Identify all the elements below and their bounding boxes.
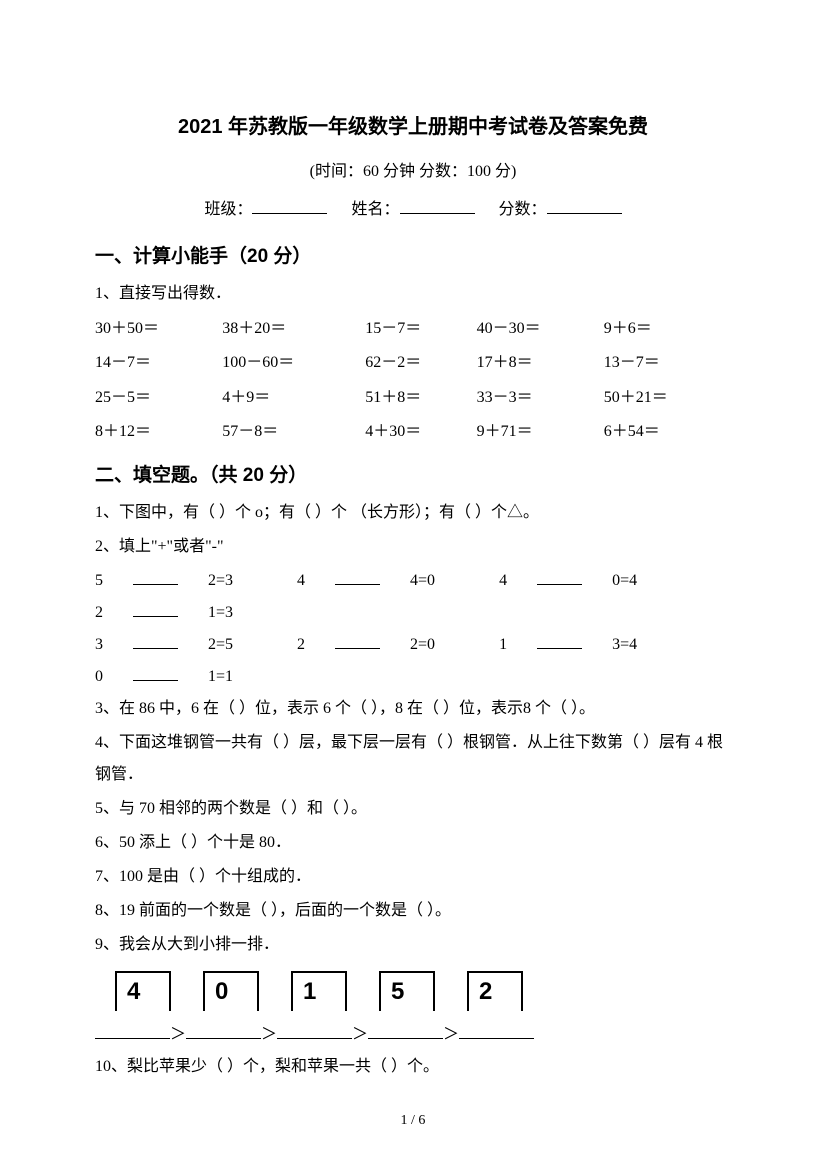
fill-blank[interactable]	[133, 599, 178, 617]
fill-a: 2	[297, 629, 305, 661]
calc-cell: 33－3＝	[477, 381, 604, 415]
compare-blank[interactable]	[459, 1021, 534, 1039]
s2-q9-label: 9、我会从大到小排一排．	[95, 929, 731, 961]
gt-symbol: ＞	[443, 1026, 459, 1043]
number-box: 0	[203, 971, 259, 1011]
fill-a: 2	[95, 597, 103, 629]
fill-b: 3=4	[612, 629, 637, 661]
score-label: 分数：	[499, 201, 547, 218]
fill-a: 1	[499, 629, 507, 661]
s2-q2-label: 2、填上"+"或者"-"	[95, 531, 731, 563]
compare-blank[interactable]	[95, 1021, 170, 1039]
s2-q1: 1、下图中，有（ ）个 o；有（ ）个 （长方形）；有（ ）个△。	[95, 497, 731, 529]
s2-q7: 7、100 是由（ ）个十组成的．	[95, 861, 731, 893]
fill-b: 2=0	[410, 629, 435, 661]
fill-a: 3	[95, 629, 103, 661]
page-footer: 1 / 6	[0, 1113, 826, 1129]
section1-header: 一、计算小能手（20 分）	[95, 241, 731, 268]
fill-b: 2=3	[208, 565, 233, 597]
number-box: 1	[291, 971, 347, 1011]
exam-title: 2021 年苏教版一年级数学上册期中考试卷及答案免费	[95, 110, 731, 139]
section2-header: 二、填空题。（共 20 分）	[95, 460, 731, 487]
fill-blank[interactable]	[133, 567, 178, 585]
fill-blank[interactable]	[537, 567, 582, 585]
calc-cell: 4＋9＝	[222, 381, 365, 415]
compare-blank[interactable]	[277, 1021, 352, 1039]
number-boxes: 4 0 1 5 2	[115, 971, 731, 1011]
comparison-line: ＞ ＞ ＞ ＞	[95, 1019, 731, 1051]
calc-cell: 50＋21＝	[604, 381, 731, 415]
number-box: 5	[379, 971, 435, 1011]
table-row: 8＋12＝ 57－8＝ 4＋30＝ 9＋71＝ 6＋54＝	[95, 415, 731, 449]
calc-cell: 17＋8＝	[477, 346, 604, 380]
calc-cell: 51＋8＝	[365, 381, 476, 415]
calc-cell: 25－5＝	[95, 381, 222, 415]
student-info-line: 班级： 姓名： 分数：	[95, 195, 731, 219]
s2-q3: 3、在 86 中，6 在（ ）位，表示 6 个（ ），8 在（ ）位，表示8 个…	[95, 693, 731, 725]
gt-symbol: ＞	[170, 1026, 186, 1043]
fill-blank[interactable]	[335, 631, 380, 649]
score-blank[interactable]	[547, 196, 622, 214]
fill-blank[interactable]	[133, 631, 178, 649]
class-label: 班级：	[204, 201, 252, 218]
calc-table: 30＋50＝ 38＋20＝ 15－7＝ 40－30＝ 9＋6＝ 14－7＝ 10…	[95, 312, 731, 450]
calc-cell: 9＋6＝	[604, 312, 731, 346]
fill-blank[interactable]	[537, 631, 582, 649]
fill-a: 5	[95, 565, 103, 597]
calc-cell: 30＋50＝	[95, 312, 222, 346]
fill-b: 1=3	[208, 597, 233, 629]
gt-symbol: ＞	[352, 1026, 368, 1043]
s2-q10: 10、梨比苹果少（ ）个，梨和苹果一共（ ）个。	[95, 1051, 731, 1083]
calc-cell: 40－30＝	[477, 312, 604, 346]
table-row: 14－7＝ 100－60＝ 62－2＝ 17＋8＝ 13－7＝	[95, 346, 731, 380]
fill-blank[interactable]	[335, 567, 380, 585]
gt-symbol: ＞	[261, 1026, 277, 1043]
table-row: 30＋50＝ 38＋20＝ 15－7＝ 40－30＝ 9＋6＝	[95, 312, 731, 346]
calc-cell: 62－2＝	[365, 346, 476, 380]
compare-blank[interactable]	[368, 1021, 443, 1039]
calc-cell: 14－7＝	[95, 346, 222, 380]
calc-cell: 8＋12＝	[95, 415, 222, 449]
fill-b: 2=5	[208, 629, 233, 661]
compare-blank[interactable]	[186, 1021, 261, 1039]
s2-q8: 8、19 前面的一个数是（ ），后面的一个数是（ ）。	[95, 895, 731, 927]
calc-cell: 100－60＝	[222, 346, 365, 380]
exam-subtitle: (时间：60 分钟 分数：100 分)	[95, 157, 731, 181]
calc-cell: 38＋20＝	[222, 312, 365, 346]
calc-cell: 15－7＝	[365, 312, 476, 346]
s2-q5: 5、与 70 相邻的两个数是（ ）和（ ）。	[95, 793, 731, 825]
calc-cell: 13－7＝	[604, 346, 731, 380]
s2-q2-row2: 3 2=5 2 2=0 1 3=4 0 1=1	[95, 629, 731, 693]
fill-b: 1=1	[208, 661, 233, 693]
number-box: 4	[115, 971, 171, 1011]
fill-a: 0	[95, 661, 103, 693]
s2-q6: 6、50 添上（ ）个十是 80．	[95, 827, 731, 859]
s2-q4: 4、下面这堆钢管一共有（ ）层，最下层一层有（ ）根钢管．从上往下数第（ ）层有…	[95, 727, 731, 791]
fill-b: 0=4	[612, 565, 637, 597]
fill-blank[interactable]	[133, 663, 178, 681]
fill-a: 4	[499, 565, 507, 597]
calc-cell: 6＋54＝	[604, 415, 731, 449]
name-blank[interactable]	[400, 196, 475, 214]
calc-cell: 9＋71＝	[477, 415, 604, 449]
name-label: 姓名：	[351, 201, 399, 218]
class-blank[interactable]	[252, 196, 327, 214]
s2-q2-row1: 5 2=3 4 4=0 4 0=4 2 1=3	[95, 565, 731, 629]
fill-b: 4=0	[410, 565, 435, 597]
number-box: 2	[467, 971, 523, 1011]
calc-cell: 4＋30＝	[365, 415, 476, 449]
fill-a: 4	[297, 565, 305, 597]
calc-cell: 57－8＝	[222, 415, 365, 449]
s1-q1-label: 1、直接写出得数．	[95, 278, 731, 310]
table-row: 25－5＝ 4＋9＝ 51＋8＝ 33－3＝ 50＋21＝	[95, 381, 731, 415]
